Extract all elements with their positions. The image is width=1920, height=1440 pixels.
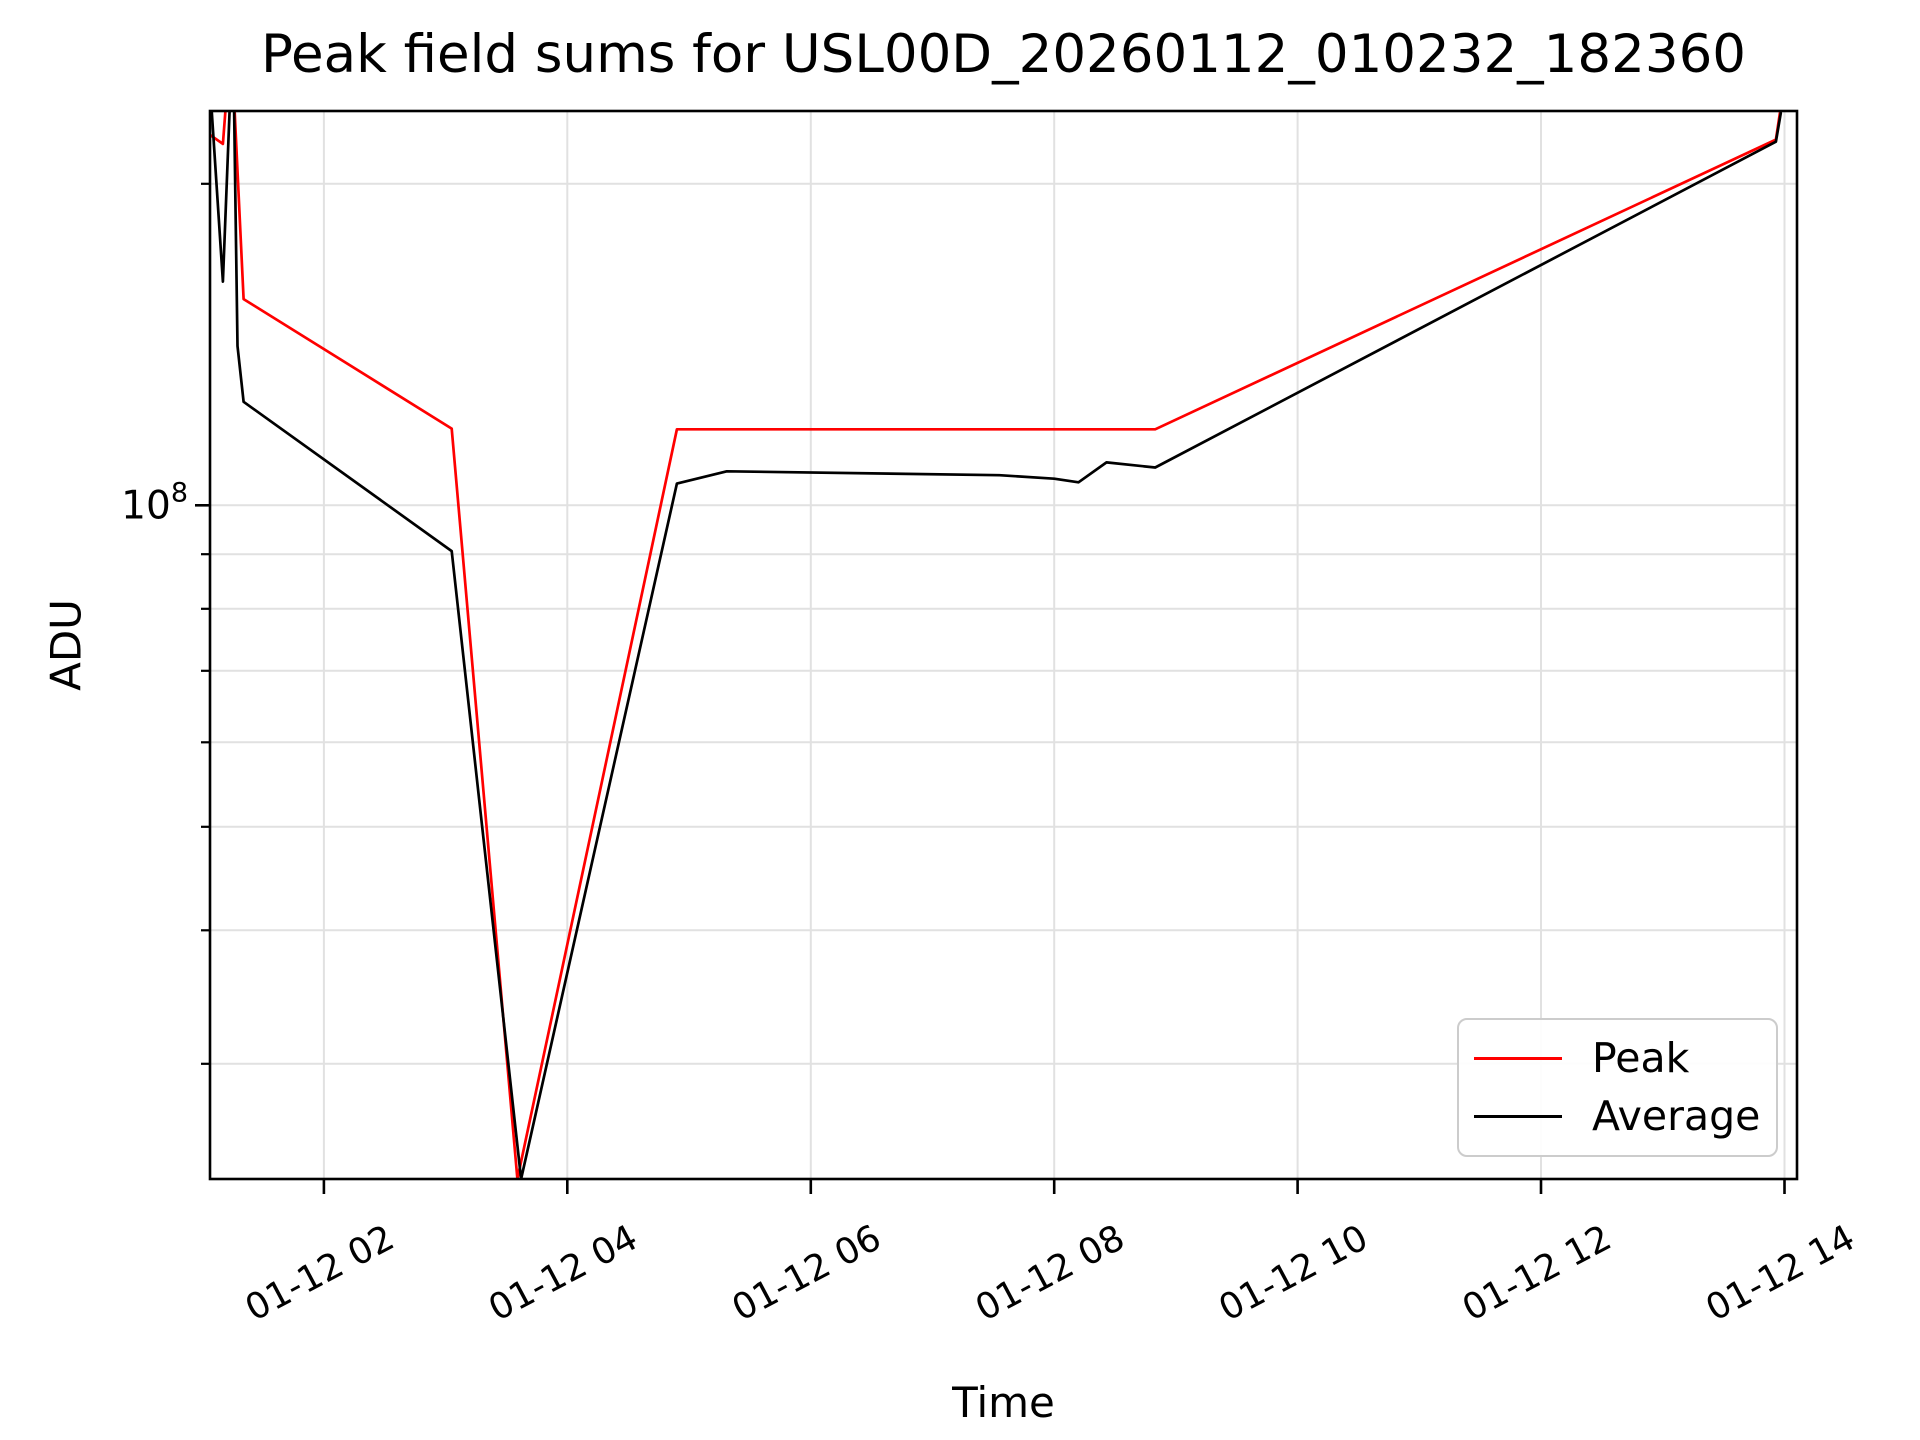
svg-text:01-12 06: 01-12 06 [726,1217,888,1329]
svg-text:108: 108 [121,477,188,528]
chart-title: Peak field sums for USL00D_20260112_0102… [260,24,1747,85]
average-line-swatch [1474,1115,1562,1119]
y-axis-label: ADU [41,599,91,691]
svg-text:01-12 02: 01-12 02 [239,1217,401,1329]
svg-text:01-12 04: 01-12 04 [482,1217,644,1329]
svg-text:01-12 08: 01-12 08 [969,1217,1131,1329]
legend-entry-peak: Peak [1474,1033,1776,1082]
svg-text:01-12 14: 01-12 14 [1699,1217,1861,1329]
legend-label-peak: Peak [1592,1033,1690,1082]
peak-line-swatch [1474,1056,1562,1060]
x-axis-label: Time [952,1378,1055,1427]
svg-text:01-12 10: 01-12 10 [1213,1217,1375,1329]
svg-text:01-12 12: 01-12 12 [1456,1217,1618,1329]
legend-entry-average: Average [1474,1096,1776,1137]
legend: Peak Average [1457,1018,1778,1157]
legend-label-average: Average [1592,1092,1761,1141]
